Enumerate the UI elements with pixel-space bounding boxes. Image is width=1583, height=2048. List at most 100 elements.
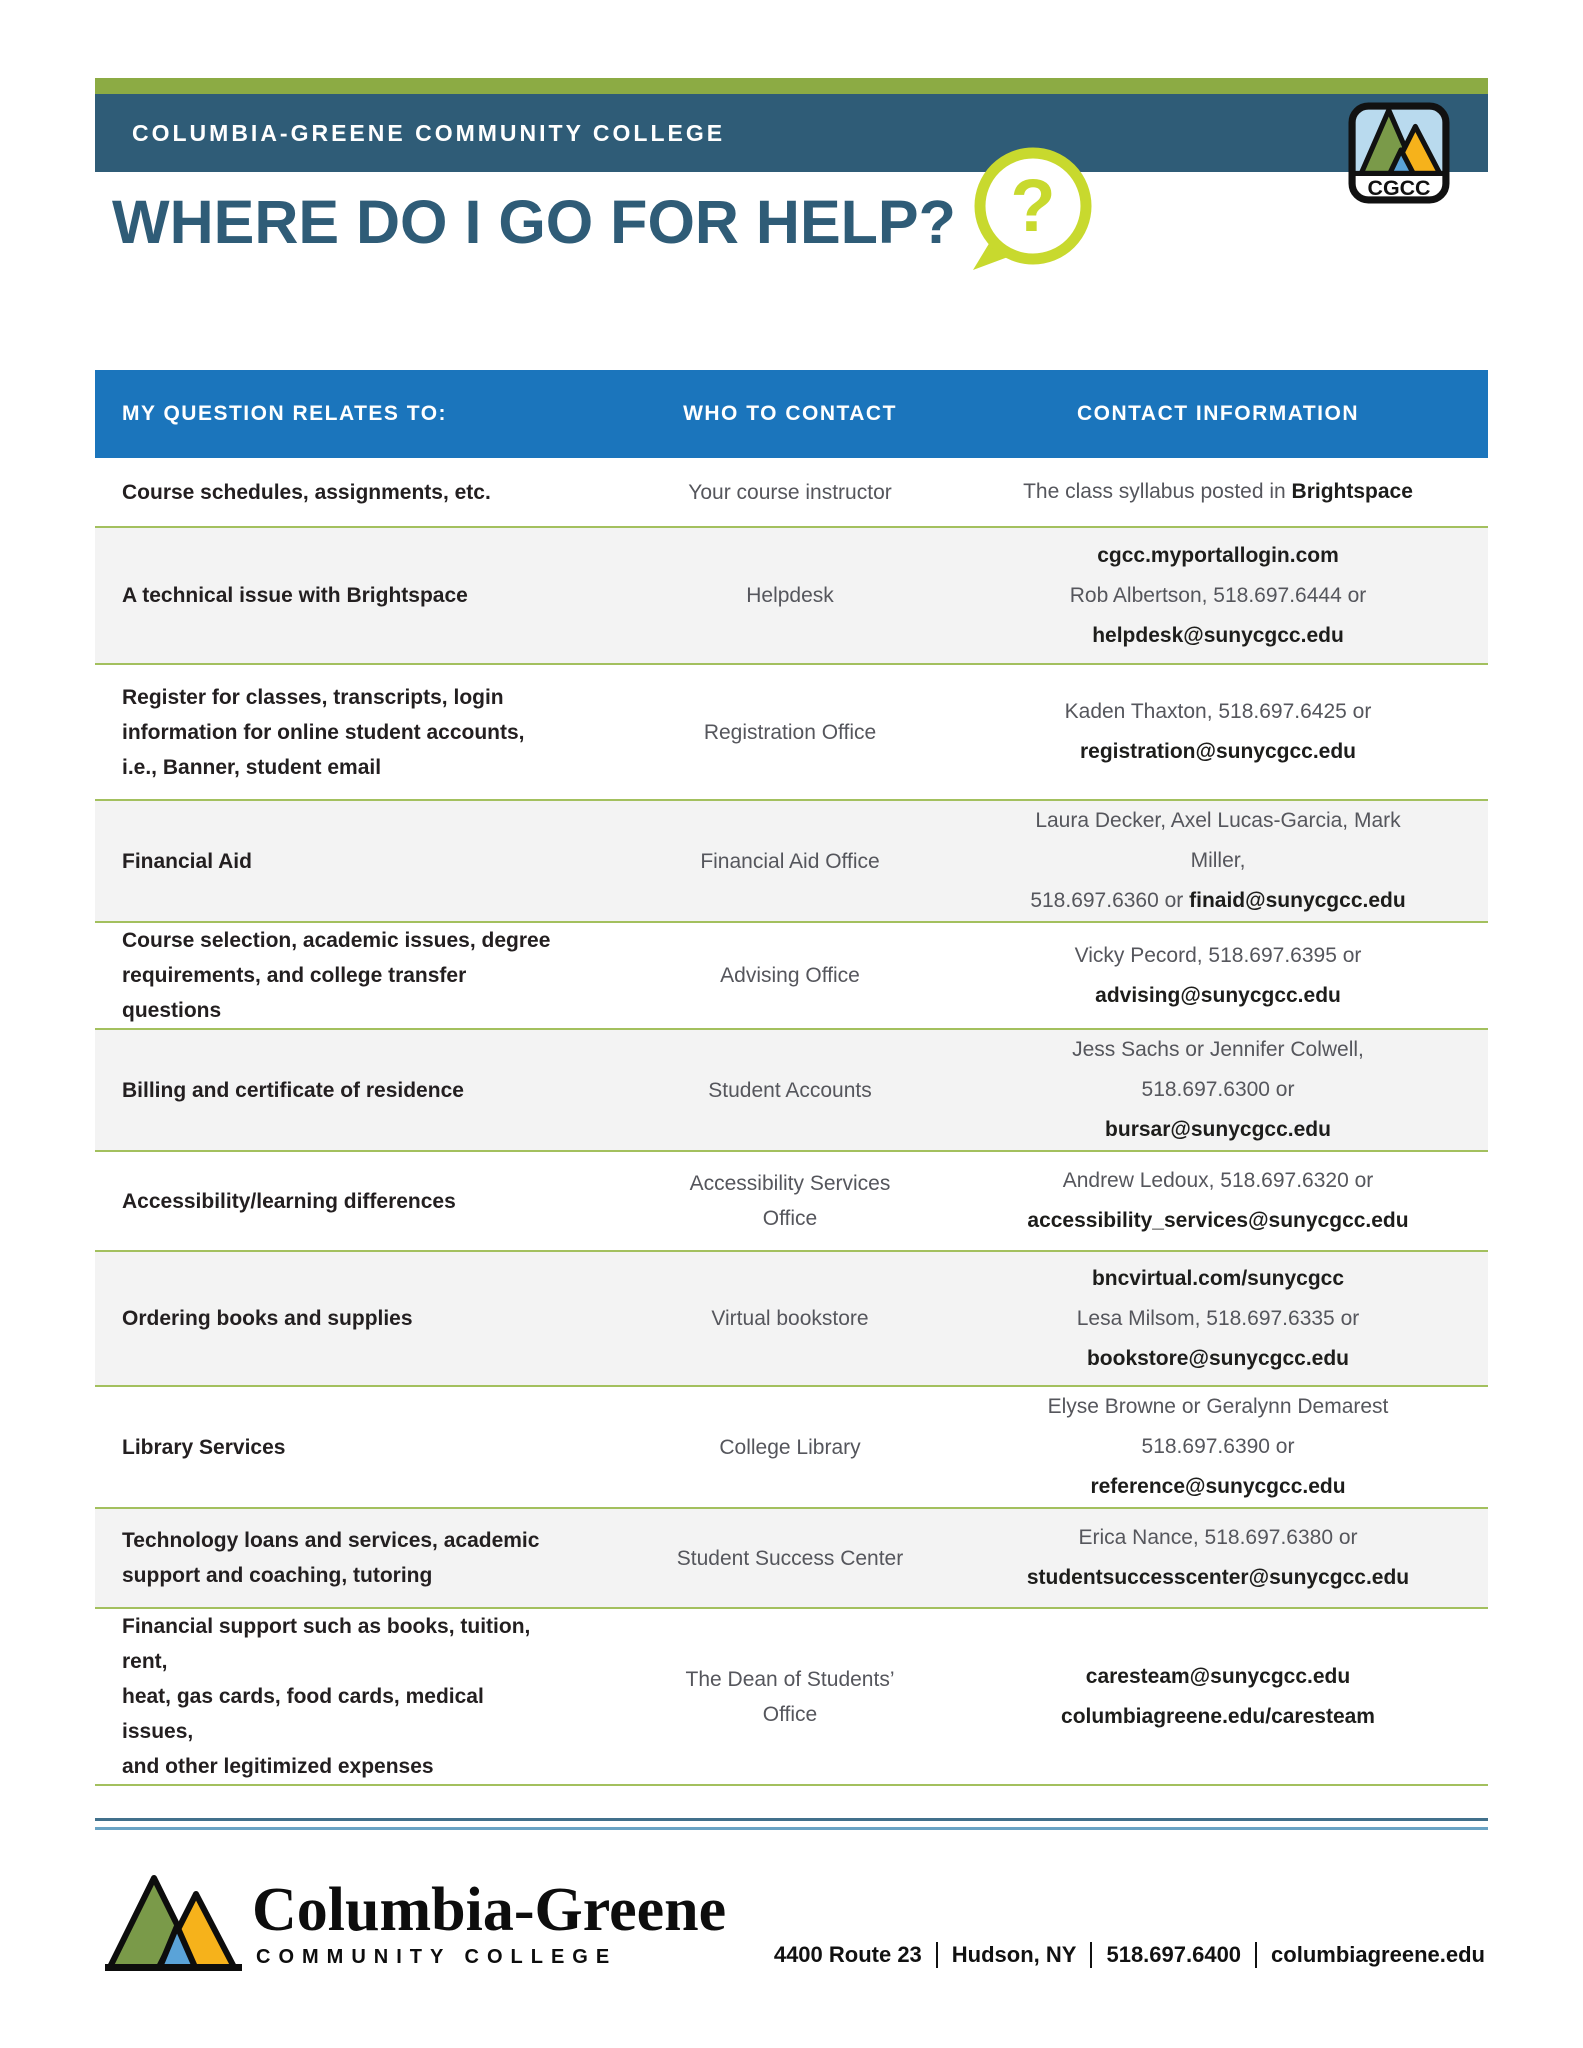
contacts-table: MY QUESTION RELATES TO: WHO TO CONTACT C… bbox=[95, 370, 1488, 1786]
question-line: Course selection, academic issues, degre… bbox=[122, 929, 551, 952]
contact-link[interactable]: reference@sunycgcc.edu bbox=[1090, 1475, 1346, 1498]
college-name-banner: COLUMBIA-GREENE COMMUNITY COLLEGE bbox=[132, 120, 726, 146]
footer-wordmark: Columbia-Greene bbox=[252, 1876, 727, 1944]
table-body: Course schedules, assignments, etc. Your … bbox=[95, 458, 1488, 1786]
header-info-column: CONTACT INFORMATION bbox=[1076, 402, 1360, 425]
question-cell: Library Services bbox=[95, 1430, 560, 1465]
info-line: Laura Decker, Axel Lucas-Garcia, Mark Mi… bbox=[1020, 801, 1416, 881]
table-row: A technical issue with Brightspace Helpde… bbox=[95, 528, 1488, 665]
columbia-greene-mountains-logo-icon bbox=[97, 1874, 247, 1974]
info-text: Kaden Thaxton, 518.697.6425 or bbox=[1064, 700, 1372, 723]
address-separator bbox=[1255, 1942, 1258, 1968]
contact-cell: The Dean of Students’ Office bbox=[560, 1662, 1020, 1732]
address-part: Hudson, NY bbox=[951, 1942, 1077, 1967]
info-text: Laura Decker, Axel Lucas-Garcia, Mark Mi… bbox=[1035, 809, 1401, 872]
info-line: cgcc.myportallogin.com bbox=[1020, 536, 1416, 576]
address-separator bbox=[935, 1942, 938, 1968]
contact-line: Financial Aid Office bbox=[700, 849, 880, 873]
contact-cell: Financial Aid Office bbox=[560, 844, 1020, 879]
info-line: accessibility_services@sunycgcc.edu bbox=[1020, 1201, 1416, 1241]
contact-cell: Advising Office bbox=[560, 958, 1020, 993]
question-cell: Accessibility/learning differences bbox=[95, 1184, 560, 1219]
svg-text:?: ? bbox=[1010, 164, 1055, 247]
info-line: studentsuccesscenter@sunycgcc.edu bbox=[1020, 1558, 1416, 1598]
question-line: requirements, and college transfer quest… bbox=[122, 964, 467, 1022]
info-line: helpdesk@sunycgcc.edu bbox=[1020, 616, 1416, 656]
contact-link[interactable]: registration@sunycgcc.edu bbox=[1079, 740, 1357, 763]
table-row: Technology loans and services, academic s… bbox=[95, 1509, 1488, 1609]
contact-link[interactable]: cgcc.myportallogin.com bbox=[1097, 543, 1339, 567]
contact-link[interactable]: bursar@sunycgcc.edu bbox=[1105, 1118, 1331, 1141]
contact-line: Student Success Center bbox=[676, 1546, 904, 1570]
table-row: Library Services College Library Elyse Bro… bbox=[95, 1387, 1488, 1509]
info-line: 518.697.6360 or finaid@sunycgcc.edu bbox=[1020, 881, 1416, 921]
contact-line: College Library bbox=[719, 1435, 861, 1459]
footer-wordmark-subtitle: COMMUNITY COLLEGE bbox=[256, 1946, 618, 1968]
contact-line: Your course instructor bbox=[688, 480, 892, 504]
question-cell: Financial support such as books, tuition… bbox=[95, 1609, 560, 1784]
question-mark-bubble-icon: ? bbox=[962, 140, 1102, 280]
info-line: The class syllabus posted in Brightspace bbox=[1020, 472, 1416, 512]
contact-link[interactable]: columbiagreene.edu/caresteam bbox=[1061, 1704, 1375, 1728]
question-line: Financial support such as books, tuition… bbox=[122, 1615, 531, 1673]
address-part: 4400 Route 23 bbox=[773, 1942, 922, 1967]
question-cell: Register for classes, transcripts, login… bbox=[95, 680, 560, 785]
contact-line: Registration Office bbox=[703, 720, 877, 744]
question-line: Register for classes, transcripts, login bbox=[122, 685, 504, 709]
info-line: advising@sunycgcc.edu bbox=[1020, 976, 1416, 1016]
contact-link[interactable]: bncvirtual.com/sunycgcc bbox=[1091, 1266, 1345, 1290]
info-cell: Kaden Thaxton, 518.697.6425 or registrati… bbox=[1020, 692, 1488, 772]
info-cell: Erica Nance, 518.697.6380 or studentsucce… bbox=[1020, 1518, 1488, 1598]
contact-link[interactable]: helpdesk@sunycgcc.edu bbox=[1092, 623, 1344, 647]
info-cell: Laura Decker, Axel Lucas-Garcia, Mark Mi… bbox=[1020, 801, 1488, 921]
contact-cell: College Library bbox=[560, 1430, 1020, 1465]
contact-link[interactable]: finaid@sunycgcc.edu bbox=[1189, 889, 1406, 912]
address-part[interactable]: columbiagreene.edu bbox=[1271, 1942, 1485, 1967]
info-line: Erica Nance, 518.697.6380 or bbox=[1020, 1518, 1416, 1558]
contact-line: Office bbox=[762, 1207, 818, 1230]
info-cell: Vicky Pecord, 518.697.6395 or advising@su… bbox=[1020, 936, 1488, 1016]
contact-link[interactable]: caresteam@sunycgcc.edu bbox=[1085, 1664, 1351, 1688]
info-line: Kaden Thaxton, 518.697.6425 or bbox=[1020, 692, 1416, 732]
contact-cell: Student Success Center bbox=[560, 1541, 1020, 1576]
contact-line: Student Accounts bbox=[708, 1078, 872, 1102]
info-cell: The class syllabus posted in Brightspace bbox=[1020, 472, 1488, 512]
info-text: Elyse Browne or Geralynn Demarest bbox=[1047, 1395, 1389, 1418]
table-row: Course schedules, assignments, etc. Your … bbox=[95, 458, 1488, 528]
info-text: Andrew Ledoux, 518.697.6320 or bbox=[1062, 1169, 1374, 1192]
contact-line: Helpdesk bbox=[746, 584, 834, 607]
info-text: 518.697.6390 or bbox=[1141, 1435, 1295, 1458]
contact-cell: Registration Office bbox=[560, 715, 1020, 750]
table-header-row: MY QUESTION RELATES TO: WHO TO CONTACT C… bbox=[95, 370, 1488, 458]
info-line: Rob Albertson, 518.697.6444 or bbox=[1020, 576, 1416, 616]
question-line: Library Services bbox=[122, 1435, 286, 1459]
header-question-column: MY QUESTION RELATES TO: bbox=[122, 402, 448, 425]
contact-cell: Accessibility Services Office bbox=[560, 1166, 1020, 1236]
question-cell: Ordering books and supplies bbox=[95, 1301, 560, 1336]
contact-line: Accessibility Services bbox=[689, 1172, 891, 1195]
info-line: columbiagreene.edu/caresteam bbox=[1020, 1697, 1416, 1737]
question-line: i.e., Banner, student email bbox=[122, 755, 382, 779]
contact-link[interactable]: advising@sunycgcc.edu bbox=[1095, 983, 1341, 1007]
question-cell: Financial Aid bbox=[95, 844, 560, 879]
question-line: information for online student accounts, bbox=[122, 720, 525, 744]
question-cell: Billing and certificate of residence bbox=[95, 1073, 560, 1108]
question-cell: Course selection, academic issues, degre… bbox=[95, 923, 560, 1028]
info-text: 518.697.6360 or bbox=[1030, 889, 1190, 912]
contact-link[interactable]: studentsuccesscenter@sunycgcc.edu bbox=[1026, 1566, 1410, 1589]
question-line: Ordering books and supplies bbox=[122, 1307, 413, 1330]
info-line: bursar@sunycgcc.edu bbox=[1020, 1110, 1416, 1150]
question-line: Course schedules, assignments, etc. bbox=[122, 480, 491, 504]
info-text: The class syllabus posted in bbox=[1023, 480, 1292, 503]
info-line: caresteam@sunycgcc.edu bbox=[1020, 1657, 1416, 1697]
info-cell: cgcc.myportallogin.com Rob Albertson, 518… bbox=[1020, 536, 1488, 656]
contact-link[interactable]: accessibility_services@sunycgcc.edu bbox=[1027, 1209, 1409, 1232]
contact-link[interactable]: bookstore@sunycgcc.edu bbox=[1086, 1346, 1350, 1370]
info-line: Andrew Ledoux, 518.697.6320 or bbox=[1020, 1161, 1416, 1201]
badge-label: CGCC bbox=[1367, 176, 1430, 200]
masthead-band: COLUMBIA-GREENE COMMUNITY COLLEGE bbox=[95, 94, 1488, 172]
info-text: Lesa Milsom, 518.697.6335 or bbox=[1076, 1306, 1360, 1330]
address-part: 518.697.6400 bbox=[1106, 1942, 1242, 1967]
cgcc-badge-svg: CGCC bbox=[1348, 102, 1450, 204]
